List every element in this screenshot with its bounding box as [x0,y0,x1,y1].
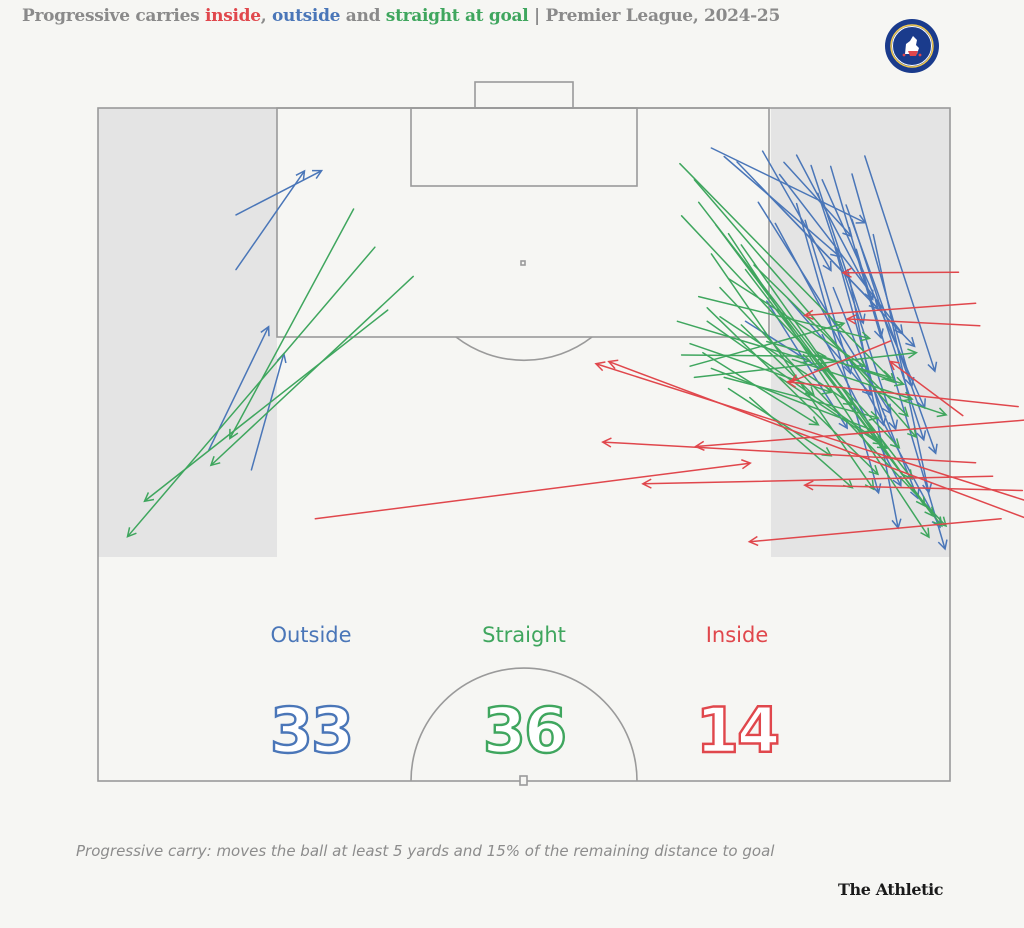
carry-arrow-inside-13 [607,359,1024,519]
carry-arrow-outside-9 [783,161,853,238]
title-straight: straight at goal [385,6,529,26]
carry-arrow-outside-12 [829,165,884,340]
carry-arrow-straight-33 [766,340,893,381]
carry-arrow-straight-5 [679,162,896,384]
straight-count: 36 [483,694,565,767]
carry-arrow-outside-33 [821,333,902,488]
carry-arrow-straight-1 [229,208,355,440]
footnote: Progressive carry: moves the ball at lea… [76,842,775,860]
title-inside: inside [205,6,261,26]
carry-arrow-straight-29 [693,348,918,379]
carry-arrow-inside-10 [803,480,1024,492]
pitch-lines [97,81,951,786]
carries-layer [126,147,1024,551]
carry-arrow-straight-35 [817,354,906,387]
carry-arrow-inside-4 [788,340,892,384]
carry-arrow-straight-30 [778,376,888,450]
carry-arrow-straight-8 [680,215,901,449]
carry-arrow-inside-5 [786,377,1019,408]
carry-arrow-inside-9 [641,475,994,489]
zone-left-wide [98,108,277,557]
carry-arrow-outside-27 [855,248,948,551]
carry-arrow-inside-11 [594,361,1024,501]
carry-arrow-outside-1 [235,169,306,271]
carry-arrow-outside-6 [723,155,841,258]
carry-arrow-outside-13 [778,173,904,336]
carry-arrow-straight-6 [693,179,918,439]
carry-arrow-inside-1 [841,267,960,278]
carry-arrow-straight-17 [697,295,872,342]
penalty-arc [455,336,593,361]
carry-arrow-outside-17 [821,179,926,410]
carry-arrow-inside-8 [601,437,977,464]
carry-arrow-straight-4 [126,246,376,538]
carry-arrow-outside-10 [795,154,874,301]
title-and: and [340,6,386,26]
carry-arrow-straight-12 [740,244,926,508]
carry-arrow-outside-2 [235,169,324,216]
centre-circle [410,667,638,782]
category-summary: Outside Straight Inside 33 36 14 [269,623,782,768]
carry-arrow-straight-24 [702,351,820,426]
outside-count: 33 [270,694,352,767]
brand-logo: The Athletic [838,880,944,899]
outside-label: Outside [270,623,351,647]
centre-spot [519,775,528,786]
straight-label: Straight [482,623,566,647]
carry-arrow-straight-2 [209,275,414,467]
carry-arrow-straight-11 [710,253,875,491]
goal [474,81,574,109]
carry-arrow-inside-2 [803,302,977,321]
carry-arrow-outside-23 [804,219,854,375]
title-outside: outside [272,6,341,26]
carry-arrow-inside-12 [747,518,1002,547]
carry-arrow-inside-3 [845,314,981,327]
carry-arrow-outside-8 [761,150,832,272]
carry-arrow-straight-28 [749,396,854,489]
carry-arrow-outside-30 [787,298,873,397]
title-sep: , [260,6,272,26]
title-suffix: | Premier League, 2024-25 [528,6,780,26]
carry-arrow-straight-36 [872,390,948,418]
penalty-box [276,107,770,338]
carry-arrow-outside-15 [851,173,915,388]
carry-arrow-outside-28 [847,268,902,530]
chart-title: Progressive carries inside, outside and … [22,6,780,26]
chelsea-crest-icon [885,19,939,73]
six-yard-box [410,107,638,187]
carry-arrow-outside-11 [810,164,866,325]
carry-arrow-straight-23 [680,351,827,362]
carry-arrow-straight-31 [689,320,846,367]
carry-arrow-straight-16 [727,277,867,368]
carry-arrow-straight-18 [706,307,880,476]
inside-label: Inside [706,623,769,647]
carry-arrow-inside-7 [888,360,964,417]
carry-arrow-straight-15 [753,264,909,418]
carry-arrow-outside-16 [864,155,938,373]
carry-arrow-straight-26 [723,376,880,421]
title-text: Progressive carries [22,6,205,26]
carry-arrow-outside-26 [872,233,933,494]
carry-arrow-inside-14 [314,459,752,520]
carry-arrow-inside-6 [694,419,1024,452]
carry-arrow-straight-25 [710,367,876,433]
carry-arrow-straight-21 [676,320,812,364]
carry-arrow-outside-14 [757,183,916,348]
penalty-spot [520,260,526,266]
inside-count: 14 [696,694,778,767]
